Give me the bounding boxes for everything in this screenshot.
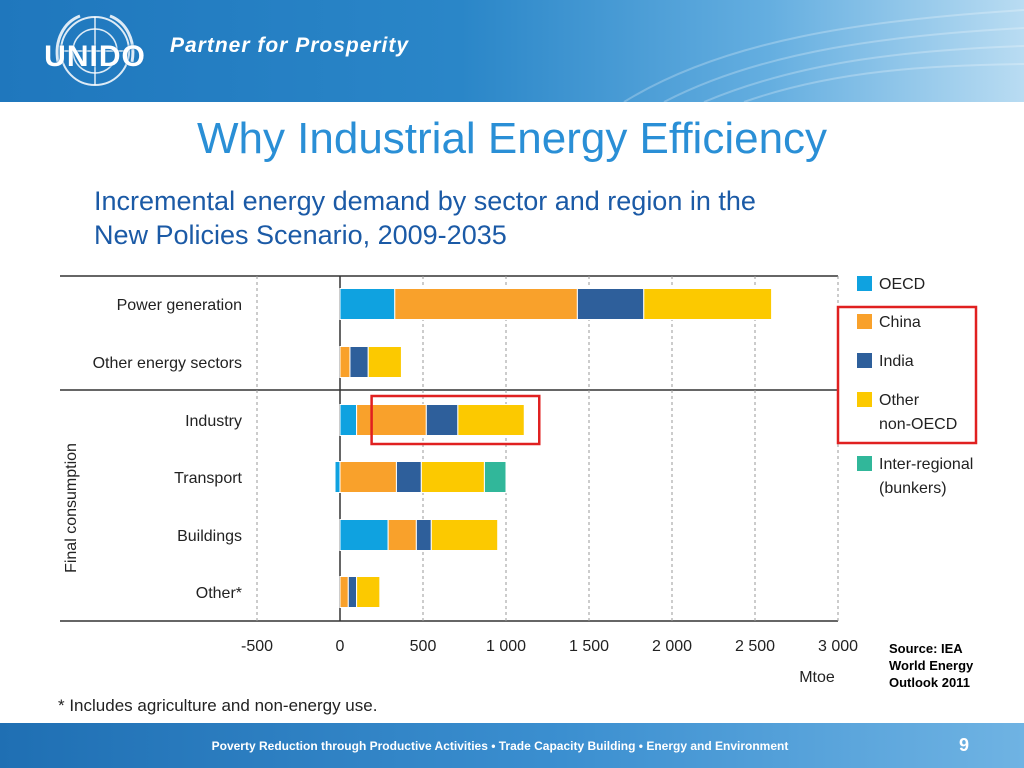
bar-segment: [387, 519, 417, 551]
legend-label: (bunkers): [879, 480, 947, 497]
subtitle-line-2: New Policies Scenario, 2009-2035: [94, 220, 507, 250]
legend-label: Other: [879, 392, 920, 409]
bar-segment: [334, 461, 341, 493]
bar-segment: [339, 519, 389, 551]
tagline: Partner for Prosperity: [170, 34, 410, 57]
header-banner: UNIDO Partner for Prosperity: [0, 0, 1024, 102]
group-label: Final consumption: [63, 443, 80, 573]
legend-swatch: [857, 276, 872, 291]
footnote: * Includes agriculture and non-energy us…: [58, 696, 378, 715]
x-tick-label: 0: [336, 638, 345, 655]
x-tick-label: 1 000: [486, 638, 526, 655]
bar-segment: [457, 404, 525, 436]
legend-label: non-OECD: [879, 416, 957, 433]
legend-label: OECD: [879, 276, 925, 293]
bar-segment: [415, 519, 432, 551]
bar-segment: [339, 404, 358, 436]
un-emblem-icon: [55, 14, 135, 86]
category-label: Buildings: [177, 528, 242, 545]
bar-segment: [349, 346, 369, 378]
bar-segment: [394, 288, 578, 320]
source-note: Source: IEA World Energy Outlook 2011: [889, 640, 1019, 691]
category-label: Power generation: [117, 297, 242, 314]
category-label: Other*: [196, 585, 242, 602]
x-tick-label: 2 000: [652, 638, 692, 655]
footer-banner: Poverty Reduction through Productive Act…: [0, 723, 1024, 768]
bar-segment: [483, 461, 507, 493]
bar-segment: [339, 576, 349, 608]
bar-segment: [420, 461, 485, 493]
bar-segment: [430, 519, 499, 551]
x-tick-label: 500: [410, 638, 437, 655]
bar-segment: [395, 461, 422, 493]
logo: UNIDO: [40, 10, 150, 92]
decorative-swirl: [623, 9, 1024, 102]
source-line-3: Outlook 2011: [889, 675, 970, 690]
page-title: Why Industrial Energy Efficiency: [196, 114, 828, 163]
x-tick-label: 3 000: [818, 638, 858, 655]
legend-label: Inter-regional: [879, 456, 973, 473]
x-tick-label: 1 500: [569, 638, 609, 655]
x-tick-label: 2 500: [735, 638, 775, 655]
source-line-1: Source: IEA: [889, 641, 963, 656]
legend-label: India: [879, 353, 914, 370]
category-label: Transport: [174, 470, 242, 487]
bar-segment: [339, 346, 351, 378]
legend-swatch: [857, 392, 872, 407]
legend-highlight-box: [836, 305, 978, 445]
chart-subtitle: Incremental energy demand by sector and …: [94, 184, 954, 252]
legend-label: China: [879, 314, 921, 331]
bar-segment: [356, 576, 381, 608]
x-tick-label: -500: [241, 638, 273, 655]
bar-segment: [339, 461, 397, 493]
legend-swatch: [857, 456, 872, 471]
bar-segment: [356, 404, 427, 436]
legend-swatch: [857, 314, 872, 329]
stacked-bar-chart: -500 0 500 1 000 1 500 2 000 2 500 3 000 Mtoe Pow…: [60, 275, 978, 686]
category-label: Industry: [185, 413, 242, 430]
bar-segment: [576, 288, 645, 320]
bar-segment: [339, 288, 396, 320]
source-line-2: World Energy: [889, 658, 974, 673]
footer-text: Poverty Reduction through Productive Act…: [211, 739, 789, 753]
bar-segment: [347, 576, 358, 608]
industry-highlight-box: [370, 394, 541, 446]
bar-segment: [367, 346, 402, 378]
bar-segment: [425, 404, 459, 436]
legend-swatch: [857, 353, 872, 368]
x-axis-label: Mtoe: [799, 669, 835, 686]
subtitle-line-1: Incremental energy demand by sector and …: [94, 186, 756, 216]
category-label: Other energy sectors: [93, 355, 242, 372]
page-number: 9: [958, 735, 969, 755]
bar-segment: [643, 288, 773, 320]
logo-text: UNIDO: [44, 40, 146, 73]
